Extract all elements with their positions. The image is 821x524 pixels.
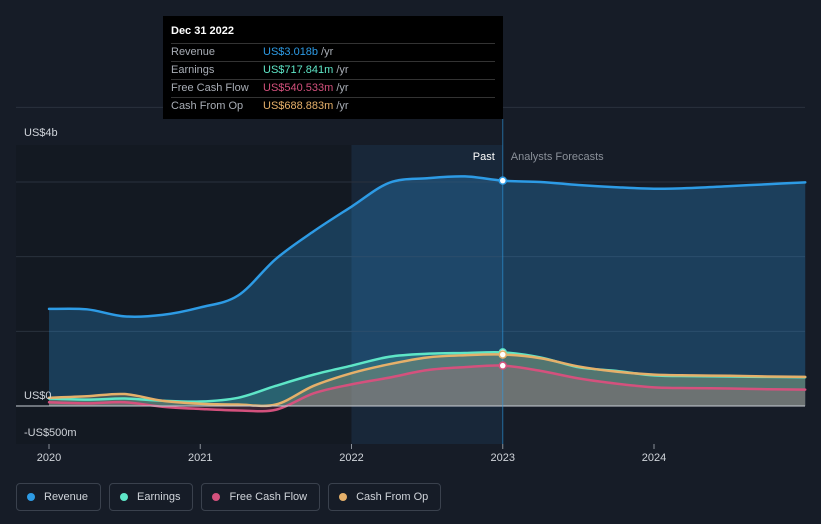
tooltip-row-free-cash-flow: Free Cash Flow US$540.533m /yr (171, 80, 495, 98)
y-label-bottom: -US$500m (24, 427, 77, 439)
x-tick-label: 2020 (37, 452, 61, 464)
tooltip-value: US$3.018b (263, 46, 319, 58)
tooltip-label: Free Cash Flow (171, 82, 249, 94)
marker-point-free-cash-flow (498, 361, 507, 370)
tooltip-unit: /yr (336, 100, 349, 112)
tooltip-unit: /yr (336, 64, 349, 76)
legend-dot-icon (339, 493, 348, 501)
series-area-cash-from-op (49, 354, 806, 406)
tooltip: Dec 31 2022 Revenue US$3.018b /yr Earnin… (163, 16, 503, 119)
y-label-top: US$4b (24, 127, 58, 139)
x-tick-label: 2021 (188, 452, 212, 464)
x-tick-label: 2022 (339, 452, 363, 464)
legend-item-revenue[interactable]: Revenue (16, 483, 102, 511)
tooltip-label: Revenue (171, 46, 216, 58)
legend-dot-icon (27, 493, 35, 501)
series-line-cash-from-op (47, 353, 807, 408)
tooltip-unit: /yr (336, 82, 349, 94)
series-lines (47, 175, 807, 413)
tooltip-row-cash-from-op: Cash From Op US$688.883m /yr (171, 98, 495, 115)
tooltip-value: US$540.533m (263, 82, 334, 94)
x-axis: 2020 2021 2022 2023 2024 (37, 444, 666, 464)
legend-dot-icon (212, 493, 221, 501)
legend-label: Earnings (137, 491, 181, 503)
x-tick-label: 2024 (642, 452, 666, 464)
tooltip-date: Dec 31 2022 (171, 24, 495, 44)
tooltip-row-revenue: Revenue US$3.018b /yr (171, 44, 495, 62)
tooltip-unit: /yr (321, 46, 334, 58)
series-area-revenue (49, 176, 806, 406)
legend-label: Cash From Op (356, 491, 429, 503)
x-tick-label: 2023 (491, 452, 515, 464)
series-area-free-cash-flow (49, 365, 806, 412)
tooltip-row-earnings: Earnings US$717.841m /yr (171, 62, 495, 80)
tooltip-label: Earnings (171, 64, 215, 76)
series-line-revenue (47, 175, 807, 319)
tooltip-label: Cash From Op (171, 100, 244, 112)
marker-point-cash-from-op (498, 350, 507, 359)
forecast-label: Analysts Forecasts (511, 151, 604, 163)
legend-item-earnings[interactable]: Earnings (109, 483, 194, 511)
legend-dot-icon (120, 493, 129, 501)
series-line-free-cash-flow (47, 364, 807, 413)
tooltip-value: US$688.883m (263, 100, 334, 112)
legend-label: Free Cash Flow (229, 491, 308, 503)
series-area-earnings (49, 352, 806, 406)
marker-points (498, 176, 507, 370)
legend: Revenue Earnings Free Cash Flow Cash Fro… (16, 483, 442, 511)
tooltip-value: US$717.841m (263, 64, 334, 76)
past-highlight-region (351, 145, 503, 444)
legend-label: Revenue (44, 491, 89, 503)
past-label: Past (473, 151, 495, 163)
y-label-zero: US$0 (24, 390, 52, 402)
legend-item-cash-from-op[interactable]: Cash From Op (328, 483, 442, 511)
marker-point-revenue (498, 176, 507, 185)
legend-item-free-cash-flow[interactable]: Free Cash Flow (201, 483, 321, 511)
series-areas (49, 176, 806, 412)
